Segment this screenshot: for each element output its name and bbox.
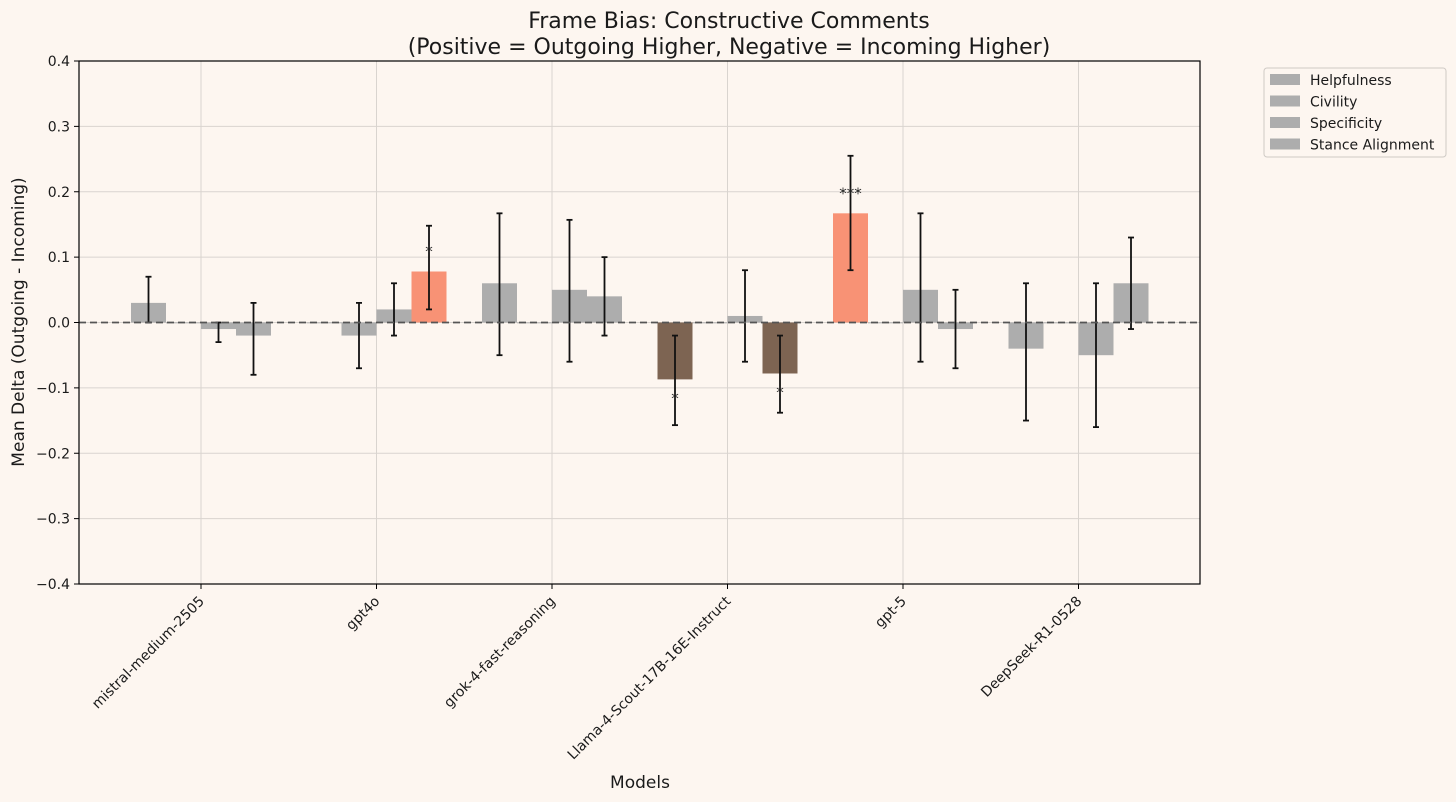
axes-frame [78, 60, 1201, 585]
legend-label: Stance Alignment [1310, 138, 1435, 154]
legend-swatch [1270, 117, 1300, 128]
significance-label: * [671, 389, 679, 407]
y-tick-label: 0.3 [48, 119, 70, 135]
legend-swatch [1270, 138, 1300, 150]
y-tick-label: −0.1 [36, 381, 70, 397]
significance-label: * [776, 383, 784, 401]
y-tick-label: 0.0 [48, 316, 70, 332]
y-axis-label: Mean Delta (Outgoing - Incoming) [9, 177, 29, 466]
y-tick-label: −0.4 [36, 577, 70, 593]
chart-subtitle: (Positive = Outgoing Higher, Negative = … [408, 35, 1051, 60]
legend-label: Specificity [1310, 116, 1382, 132]
chart-title: Frame Bias: Constructive Comments [528, 9, 930, 34]
significance-label: * [425, 243, 433, 261]
y-tick-label: −0.3 [36, 512, 70, 528]
legend-swatch [1270, 74, 1300, 85]
legend-label: Civility [1310, 95, 1357, 111]
legend-label: Helpfulness [1310, 73, 1392, 89]
legend: Helpfulness Civility Specificity Stance Ali… [1263, 67, 1447, 158]
y-tick-label: 0.2 [48, 185, 70, 201]
y-tick-label: 0.4 [48, 54, 70, 70]
legend-swatch [1270, 95, 1300, 107]
y-tick-label: 0.1 [48, 250, 70, 266]
y-tick-label: −0.2 [36, 446, 70, 462]
x-axis-label: Models [610, 773, 670, 793]
legend-box [1263, 67, 1447, 158]
significance-label: *** [839, 184, 862, 202]
